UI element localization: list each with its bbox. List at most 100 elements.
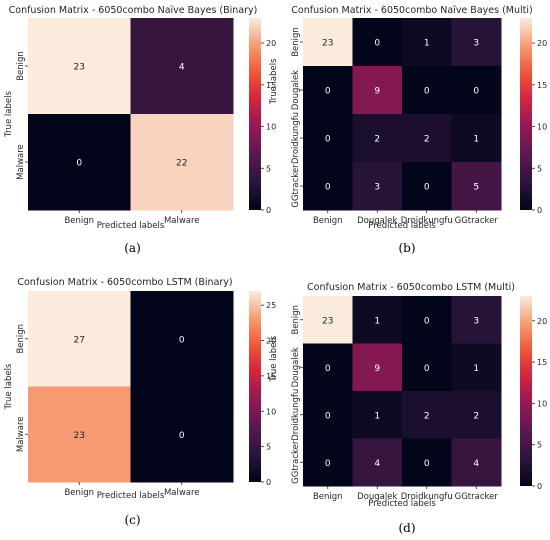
y-tick-label-3: GGtracker xyxy=(291,440,301,484)
cell-value-r0-c3: 3 xyxy=(473,39,479,49)
cell-value-r1-c0: 0 xyxy=(325,87,331,97)
y-tick-label-0: Benign xyxy=(291,27,301,57)
cell-value-r3-c0: 0 xyxy=(325,459,331,469)
cell-value-r1-c0: 0 xyxy=(76,159,82,169)
cell-value-r3-c2: 0 xyxy=(424,459,430,469)
cell-r2-c3 xyxy=(451,114,502,163)
panel-caption: (b) xyxy=(398,241,415,255)
x-tick-label-2: Droidkungfu xyxy=(401,492,453,502)
colorbar xyxy=(249,291,261,482)
colorbar-tick-label-3: 15 xyxy=(266,372,276,381)
colorbar-tick-label-4: 20 xyxy=(537,317,547,326)
cell-value-r3-c1: 3 xyxy=(374,183,380,193)
cell-r1-c0 xyxy=(303,66,353,115)
cell-value-r2-c2: 2 xyxy=(424,411,430,421)
cell-r3-c3 xyxy=(451,438,502,487)
cell-r0-c1 xyxy=(130,291,234,387)
cell-value-r1-c1: 9 xyxy=(374,364,380,374)
colorbar xyxy=(249,18,261,210)
colorbar xyxy=(520,296,532,486)
cell-value-r2-c2: 2 xyxy=(424,135,430,145)
cell-r1-c1 xyxy=(130,386,234,483)
panel-caption: (d) xyxy=(398,521,415,535)
cell-value-r3-c3: 5 xyxy=(473,183,479,193)
cell-r3-c3 xyxy=(451,162,502,211)
panel-caption: (c) xyxy=(124,513,140,527)
y-tick-label-0: Benign xyxy=(16,51,26,81)
cell-value-r1-c0: 0 xyxy=(325,364,331,374)
colorbar-tick-label-4: 20 xyxy=(266,39,276,48)
y-tick-label-1: Malware xyxy=(16,144,26,180)
cell-r1-c0 xyxy=(28,386,131,483)
cell-r0-c3 xyxy=(451,18,502,67)
cell-r0-c1 xyxy=(352,296,403,344)
colorbar-tick-label-1: 5 xyxy=(266,443,271,452)
cell-r2-c1 xyxy=(352,114,403,163)
x-axis-label: Predicted labels xyxy=(368,499,436,509)
cell-r2-c2 xyxy=(402,114,452,163)
cell-r1-c1 xyxy=(352,343,403,392)
heatmap-panel-1: 23 4 0 22 Confusion Matrix - 6050combo Naïve… xyxy=(4,5,276,255)
x-tick-label-0: Benign xyxy=(313,492,343,502)
cell-r0-c3 xyxy=(451,296,502,344)
colorbar-tick-label-3: 15 xyxy=(537,81,547,90)
y-tick-label-2: Droidkungfu xyxy=(291,112,301,164)
cell-r1-c2 xyxy=(402,66,452,115)
chart-title: Confusion Matrix - 6050combo Naïve Bayes… xyxy=(9,5,258,16)
cell-value-r2-c0: 0 xyxy=(325,411,331,421)
colorbar-tick-label-5: 25 xyxy=(266,301,276,310)
cell-value-r2-c3: 1 xyxy=(473,135,479,145)
colorbar-tick-label-0: 0 xyxy=(537,482,542,491)
x-axis-label: Predicted labels xyxy=(97,221,165,231)
colorbar-tick-label-2: 10 xyxy=(266,407,276,416)
cell-value-r1-c3: 0 xyxy=(473,87,479,97)
x-tick-label-3: GGtracker xyxy=(455,216,499,226)
cell-value-r0-c0: 23 xyxy=(74,63,85,73)
cell-value-r1-c1: 0 xyxy=(179,431,185,441)
colorbar-tick-label-1: 5 xyxy=(537,164,542,173)
x-tick-label-1: Dougalek xyxy=(357,492,397,502)
colorbar-tick-label-2: 10 xyxy=(537,123,547,132)
cell-r2-c0 xyxy=(303,391,353,439)
cell-r2-c1 xyxy=(352,391,403,439)
colorbar-tick-label-2: 10 xyxy=(537,399,547,408)
y-tick-label-1: Dougalek xyxy=(291,347,301,387)
colorbar-tick-label-3: 15 xyxy=(266,81,276,90)
cell-value-r1-c2: 0 xyxy=(424,87,430,97)
colorbar-tick-label-0: 0 xyxy=(266,478,271,487)
x-tick-label-1: Malware xyxy=(164,488,200,498)
cell-value-r2-c0: 0 xyxy=(325,135,331,145)
cell-r3-c0 xyxy=(303,438,353,487)
cell-r3-c2 xyxy=(402,438,452,487)
cell-r0-c1 xyxy=(130,18,234,115)
cell-value-r0-c1: 0 xyxy=(374,39,380,49)
cell-r1-c3 xyxy=(451,343,502,392)
cell-value-r1-c3: 1 xyxy=(473,364,479,374)
cell-r1-c1 xyxy=(130,114,234,211)
cell-value-r0-c2: 0 xyxy=(424,316,430,326)
cell-r1-c0 xyxy=(28,114,131,211)
x-axis-label: Predicted labels xyxy=(97,491,165,501)
cell-r2-c3 xyxy=(451,391,502,439)
cell-value-r0-c2: 1 xyxy=(424,39,430,49)
cell-value-r1-c1: 9 xyxy=(374,87,380,97)
cell-r0-c2 xyxy=(402,296,452,344)
heatmap-panel-3: 27 0 23 0 Confusion Matrix - 6050combo LSTM … xyxy=(4,277,276,527)
y-tick-label-0: Benign xyxy=(291,305,301,335)
y-tick-label-1: Dougalek xyxy=(291,70,301,110)
colorbar-tick-label-1: 5 xyxy=(266,164,271,173)
y-axis-label: True labels xyxy=(4,363,14,410)
y-axis-label: True labels xyxy=(269,58,279,105)
cell-r2-c0 xyxy=(303,114,353,163)
cell-r3-c2 xyxy=(402,162,452,211)
cell-r1-c2 xyxy=(402,343,452,392)
cell-value-r2-c1: 2 xyxy=(374,135,380,145)
cell-value-r0-c0: 27 xyxy=(74,335,85,345)
x-tick-label-0: Benign xyxy=(64,216,94,226)
cell-value-r0-c0: 23 xyxy=(322,316,333,326)
chart-title: Confusion Matrix - 6050combo LSTM (Binar… xyxy=(17,277,232,288)
cell-r0-c2 xyxy=(402,18,452,67)
colorbar-tick-label-2: 10 xyxy=(266,123,276,132)
chart-title: Confusion Matrix - 6050combo LSTM (Multi… xyxy=(307,282,515,293)
